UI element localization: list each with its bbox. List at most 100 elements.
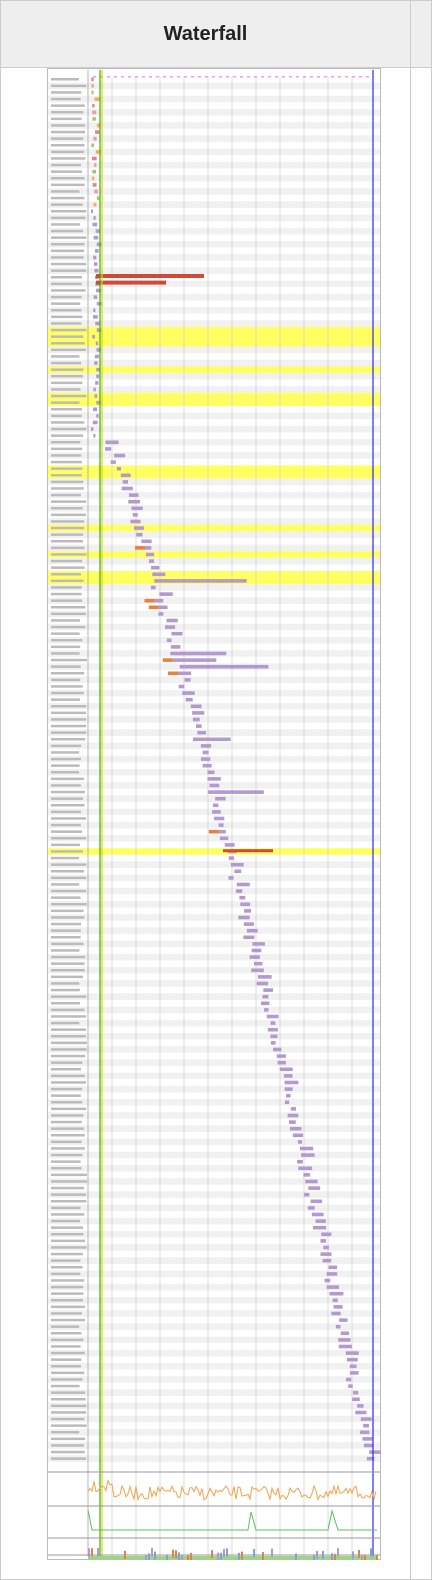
request-bar [252,942,265,946]
row-bg [48,1145,380,1152]
request-bar [122,480,128,484]
request-bar [96,196,100,200]
row-label [51,949,80,952]
activity-spike [181,1555,183,1560]
request-bar [184,678,191,682]
row-label [51,1398,86,1401]
request-bar [230,862,244,867]
row-label [51,1015,87,1018]
row-label [51,1457,87,1460]
row-bg [48,1237,380,1245]
row-label [51,738,86,741]
request-bar [200,744,212,748]
row-bg [48,1079,380,1086]
row-label [51,1285,84,1289]
row-bg [48,1165,380,1172]
row-label [51,1338,84,1342]
row-label [51,328,87,332]
activity-spike [262,1552,264,1560]
row-label [51,1246,87,1249]
request-bar [152,572,166,577]
time-scale-dot [191,76,194,78]
request-bar [94,163,97,167]
row-bg [48,1000,380,1007]
row-label [51,1345,81,1348]
row-label [51,850,83,853]
row-bg [48,854,380,862]
row-label [51,909,84,913]
request-bar [91,84,94,88]
row-bg [48,1092,380,1099]
request-bar [263,988,274,992]
request-bar [320,1239,327,1243]
request-bar [366,1456,375,1461]
activity-spike [223,1548,225,1557]
request-bar [170,651,227,656]
row-label [51,1206,81,1210]
row-bg [48,128,380,136]
time-scale-dot [338,76,341,78]
row-label [51,751,80,754]
request-bar [93,202,97,207]
row-bg [48,175,380,182]
row-bg [48,967,380,974]
request-bar [95,229,100,233]
row-label [51,295,82,299]
row-label [51,520,85,523]
request-bar [96,367,100,372]
request-bar [202,763,212,768]
slow-request [96,280,166,285]
request-connect [208,829,219,834]
request-bar [95,150,101,154]
row-bg [48,379,380,387]
activity-spike [334,1553,336,1560]
row-bg [48,320,380,327]
row-bg [48,524,380,532]
row-label [51,348,87,352]
activity-spike [97,1548,99,1557]
row-label [51,480,84,484]
activity-spike [148,1553,150,1560]
row-bg [48,637,380,644]
row-bg [48,505,380,512]
time-scale-dot [254,76,257,78]
row-bg [48,1389,380,1396]
activity-spike [217,1552,219,1560]
row-bg [48,1013,380,1020]
row-label [51,790,85,794]
request-bar [146,552,155,557]
row-label [51,1259,81,1262]
row-bg [48,696,380,703]
request-bar [339,1318,348,1322]
row-bg [48,1409,380,1416]
row-bg [48,571,380,578]
row-bg [48,914,380,921]
row-bg [48,1382,380,1390]
request-bar [128,493,139,497]
request-bar [92,183,97,187]
row-bg [48,1283,380,1291]
request-bar [228,856,234,860]
row-bg [48,604,380,611]
row-bg [48,670,380,677]
row-label [51,1021,80,1025]
request-bar [215,796,226,801]
row-label [51,289,86,292]
row-label [51,883,80,886]
request-bar [96,348,101,352]
request-bar [270,1034,278,1039]
row-bg [48,1435,380,1443]
row-bg [48,307,380,314]
request-bar [91,143,95,148]
request-bar [369,1450,381,1454]
time-scale-dot [366,76,369,78]
activity-spike [331,1553,333,1560]
row-label [51,691,84,695]
request-bar [211,810,221,814]
request-bar [105,440,119,445]
row-label [51,401,80,404]
row-bg [48,564,380,571]
request-bar [93,216,96,220]
row-label [51,678,81,682]
request-bar [96,414,99,418]
